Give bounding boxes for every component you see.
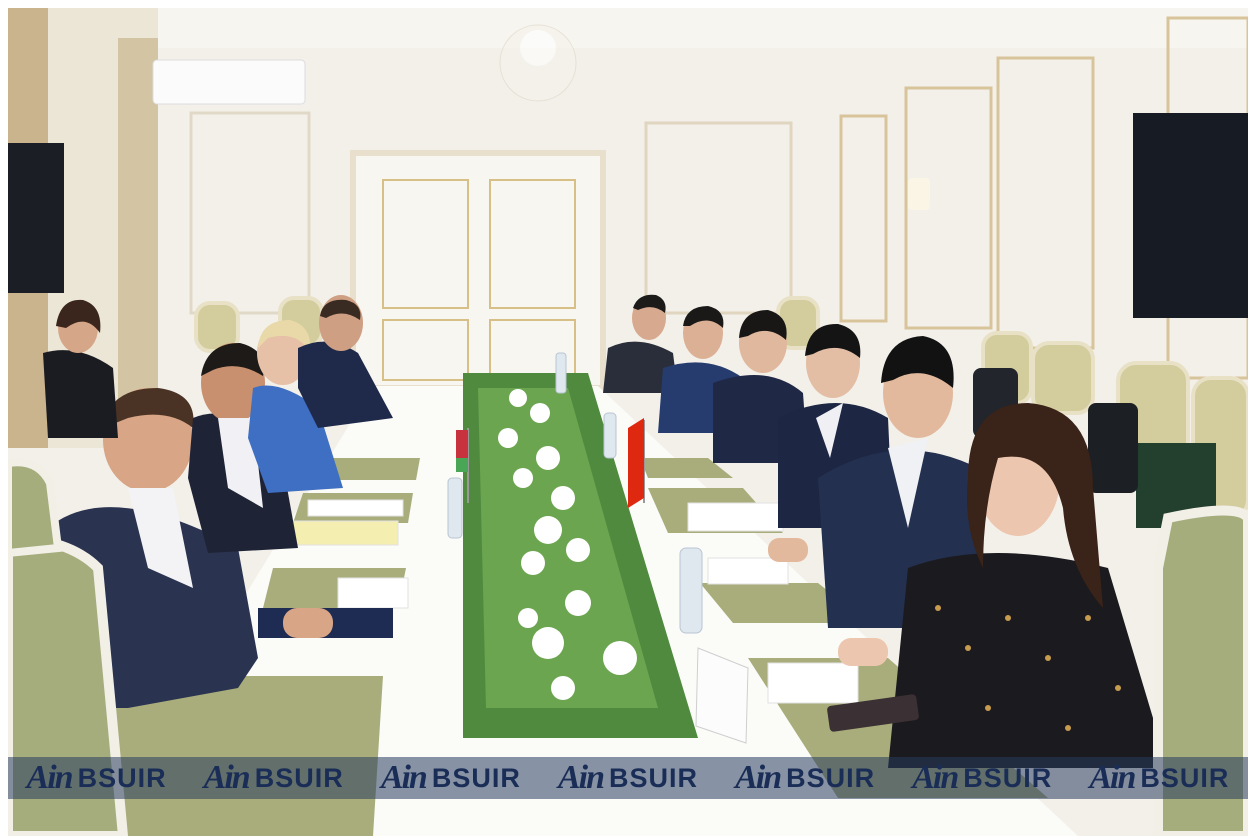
bsuir-logo-mark: Ain	[735, 759, 782, 796]
watermark-logo: Ain BSUIR	[558, 759, 698, 797]
chandelier	[499, 24, 577, 102]
bsuir-logo-mark: Ain	[203, 759, 251, 796]
person-right-third	[713, 310, 808, 463]
watermark-text: BSUIR	[77, 762, 167, 793]
watermark-text: BSUIR	[963, 762, 1053, 793]
tv-screen-left	[8, 143, 64, 293]
flower-centerpiece	[463, 373, 698, 738]
tv-screen-right	[1133, 113, 1248, 318]
watermark-text: BSUIR	[431, 762, 521, 793]
watermark-logo: Ain BSUIR	[1089, 759, 1229, 797]
person-right-front-woman	[827, 403, 1168, 768]
wall-sconce	[908, 178, 930, 210]
watermark-text: BSUIR	[786, 762, 876, 793]
watermark-band: Ain BSUIR Ain BSUIR Ain BSUIR Ain BSUIR …	[8, 757, 1248, 799]
meeting-photo	[8, 8, 1248, 836]
double-door	[350, 150, 606, 391]
person-left-second	[188, 343, 298, 553]
watermark-text: BSUIR	[254, 762, 344, 793]
flag-belarus	[456, 428, 469, 503]
person-left-back	[298, 295, 393, 428]
bsuir-logo-mark: Ain	[1089, 759, 1136, 796]
smartphone	[827, 694, 919, 732]
bsuir-logo-mark: Ain	[912, 759, 959, 796]
air-conditioner	[152, 59, 306, 105]
watermark-logo: Ain BSUIR	[27, 759, 167, 797]
watermark-text: BSUIR	[1140, 762, 1230, 793]
chair-left-second	[8, 458, 63, 558]
watermark-logo: Ain BSUIR	[381, 759, 521, 797]
flag-china	[628, 418, 645, 508]
bsuir-logo-mark: Ain	[26, 759, 74, 796]
watermark-logo: Ain BSUIR	[204, 759, 344, 797]
watermark-logo: Ain BSUIR	[912, 759, 1052, 797]
bsuir-logo-mark: Ain	[380, 759, 428, 796]
watermark-logo: Ain BSUIR	[735, 759, 875, 797]
name-card	[695, 647, 749, 744]
person-right-back	[603, 294, 678, 393]
watermark-text: BSUIR	[609, 762, 699, 793]
bsuir-logo-mark: Ain	[557, 759, 605, 796]
person-background-woman	[43, 299, 118, 438]
chair-front-right	[1153, 505, 1248, 836]
